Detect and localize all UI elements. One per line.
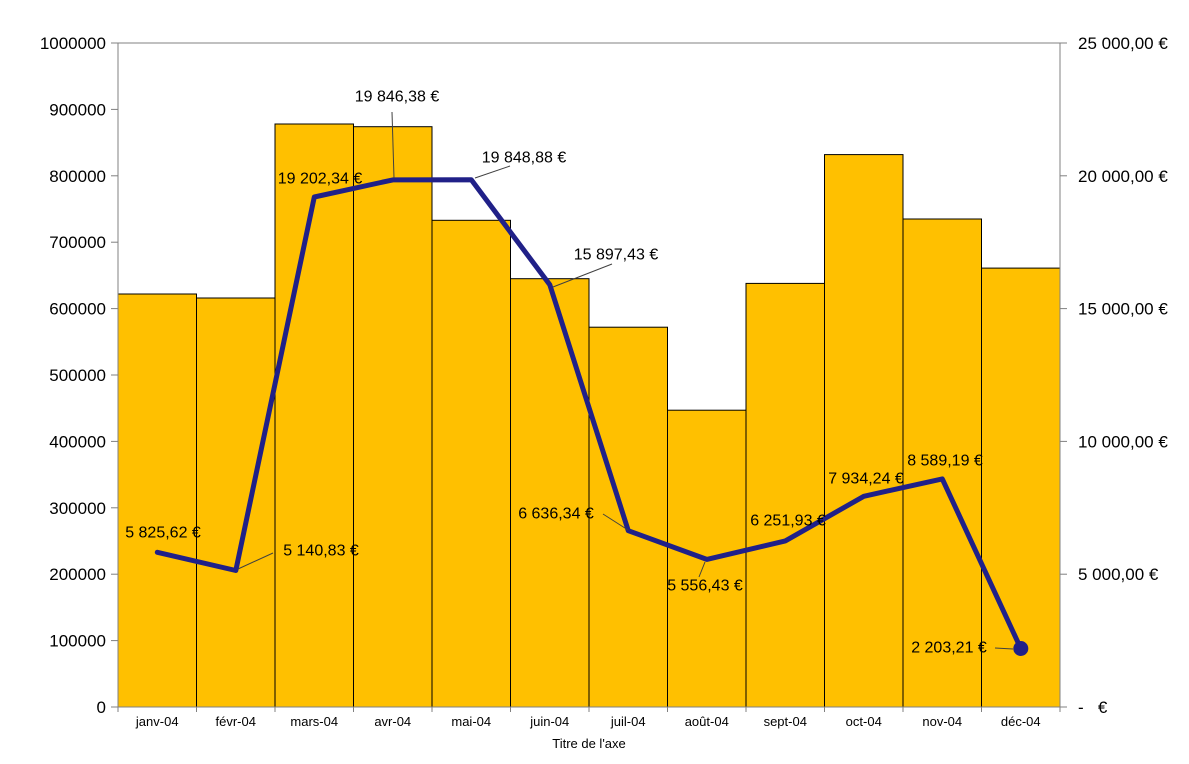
x-tick-label: janv-04 (135, 714, 179, 729)
left-axis: 1000000900000800000700000600000500000400… (40, 34, 119, 717)
left-axis-tick-label: 400000 (49, 432, 106, 451)
data-label: 15 897,43 € (574, 247, 659, 264)
left-axis-tick-label: 900000 (49, 100, 106, 119)
bar-oct-04 (824, 154, 904, 708)
bar-sept-04 (745, 282, 825, 708)
data-label: 5 140,83 € (283, 543, 359, 560)
x-tick-label: mars-04 (290, 714, 338, 729)
x-tick-label: févr-04 (216, 714, 256, 729)
data-label-leader (552, 263, 613, 288)
right-axis: 25 000,00 € 20 000,00 € 15 000,00 € 10 000,… (1059, 34, 1168, 717)
x-tick-label: oct-04 (846, 714, 882, 729)
data-label: 6 251,93 € (750, 513, 826, 530)
bar-juil-04 (588, 326, 668, 708)
bar-janv-04 (117, 293, 197, 708)
data-label-leader (391, 111, 395, 179)
left-axis-tick-label: 100000 (49, 632, 106, 651)
data-label-leader (602, 513, 629, 531)
data-label: 5 825,62 € (125, 525, 201, 542)
line-series-group (154, 177, 1029, 656)
left-axis-tick-label: 800000 (49, 167, 106, 186)
left-axis-tick-label: 300000 (49, 499, 106, 518)
left-axis-tick-label: 200000 (49, 565, 106, 584)
data-label: 19 846,38 € (355, 89, 440, 106)
data-label-leader (994, 647, 1014, 650)
left-axis-tick-label: 500000 (49, 366, 106, 385)
data-label: 19 848,88 € (482, 150, 567, 167)
data-label: 5 556,43 € (667, 578, 743, 595)
x-tick-label: juil-04 (610, 714, 646, 729)
left-axis-tick-label: 0 (97, 698, 106, 717)
bar-mars-04 (274, 123, 354, 708)
data-label-leader (474, 165, 511, 179)
right-axis-tick-label: 20 000,00 € (1078, 167, 1168, 186)
data-label: 2 203,21 € (911, 640, 987, 657)
x-tick-label: sept-04 (764, 714, 807, 729)
x-axis: janv-04 févr-04 mars-04 avr-04 mai-04 juin-04… (117, 706, 1061, 729)
data-label-leader (698, 561, 706, 578)
bar-déc-04 (981, 267, 1061, 708)
left-axis-tick-label: 1000000 (40, 34, 106, 53)
right-axis-tick-label: 15 000,00 € (1078, 300, 1168, 319)
right-axis-tick-label: 5 000,00 € (1078, 565, 1159, 584)
line-series (154, 177, 1024, 651)
line-end-marker (1013, 641, 1029, 656)
data-label-leader (237, 552, 274, 570)
bars-group (117, 123, 1061, 708)
x-tick-label: avr-04 (374, 714, 411, 729)
bar-avr-04 (353, 126, 433, 708)
bar-juin-04 (510, 278, 590, 708)
bar-mai-04 (431, 219, 511, 708)
data-label: 19 202,34 € (278, 171, 363, 188)
x-tick-label: mai-04 (451, 714, 491, 729)
x-tick-label: nov-04 (922, 714, 962, 729)
x-axis-title: Titre de l'axe (552, 736, 626, 751)
data-label: 6 636,34 € (518, 506, 594, 523)
x-tick-label: déc-04 (1001, 714, 1041, 729)
right-axis-tick-label: 25 000,00 € (1078, 34, 1168, 53)
x-tick-label: août-04 (685, 714, 729, 729)
bar-nov-04 (902, 218, 982, 708)
data-label: 8 589,19 € (907, 453, 983, 470)
bar-févr-04 (196, 297, 276, 708)
data-labels-group: 5 825,62 € 5 140,83 € 19 202,34 € 19 846,38… (125, 89, 1014, 657)
left-axis-tick-label: 600000 (49, 300, 106, 319)
right-axis-tick-label: 10 000,00 € (1078, 432, 1168, 451)
x-tick-label: juin-04 (529, 714, 569, 729)
left-axis-tick-label: 700000 (49, 233, 106, 252)
right-axis-tick-label: - € (1078, 698, 1108, 717)
data-label: 7 934,24 € (828, 471, 904, 488)
